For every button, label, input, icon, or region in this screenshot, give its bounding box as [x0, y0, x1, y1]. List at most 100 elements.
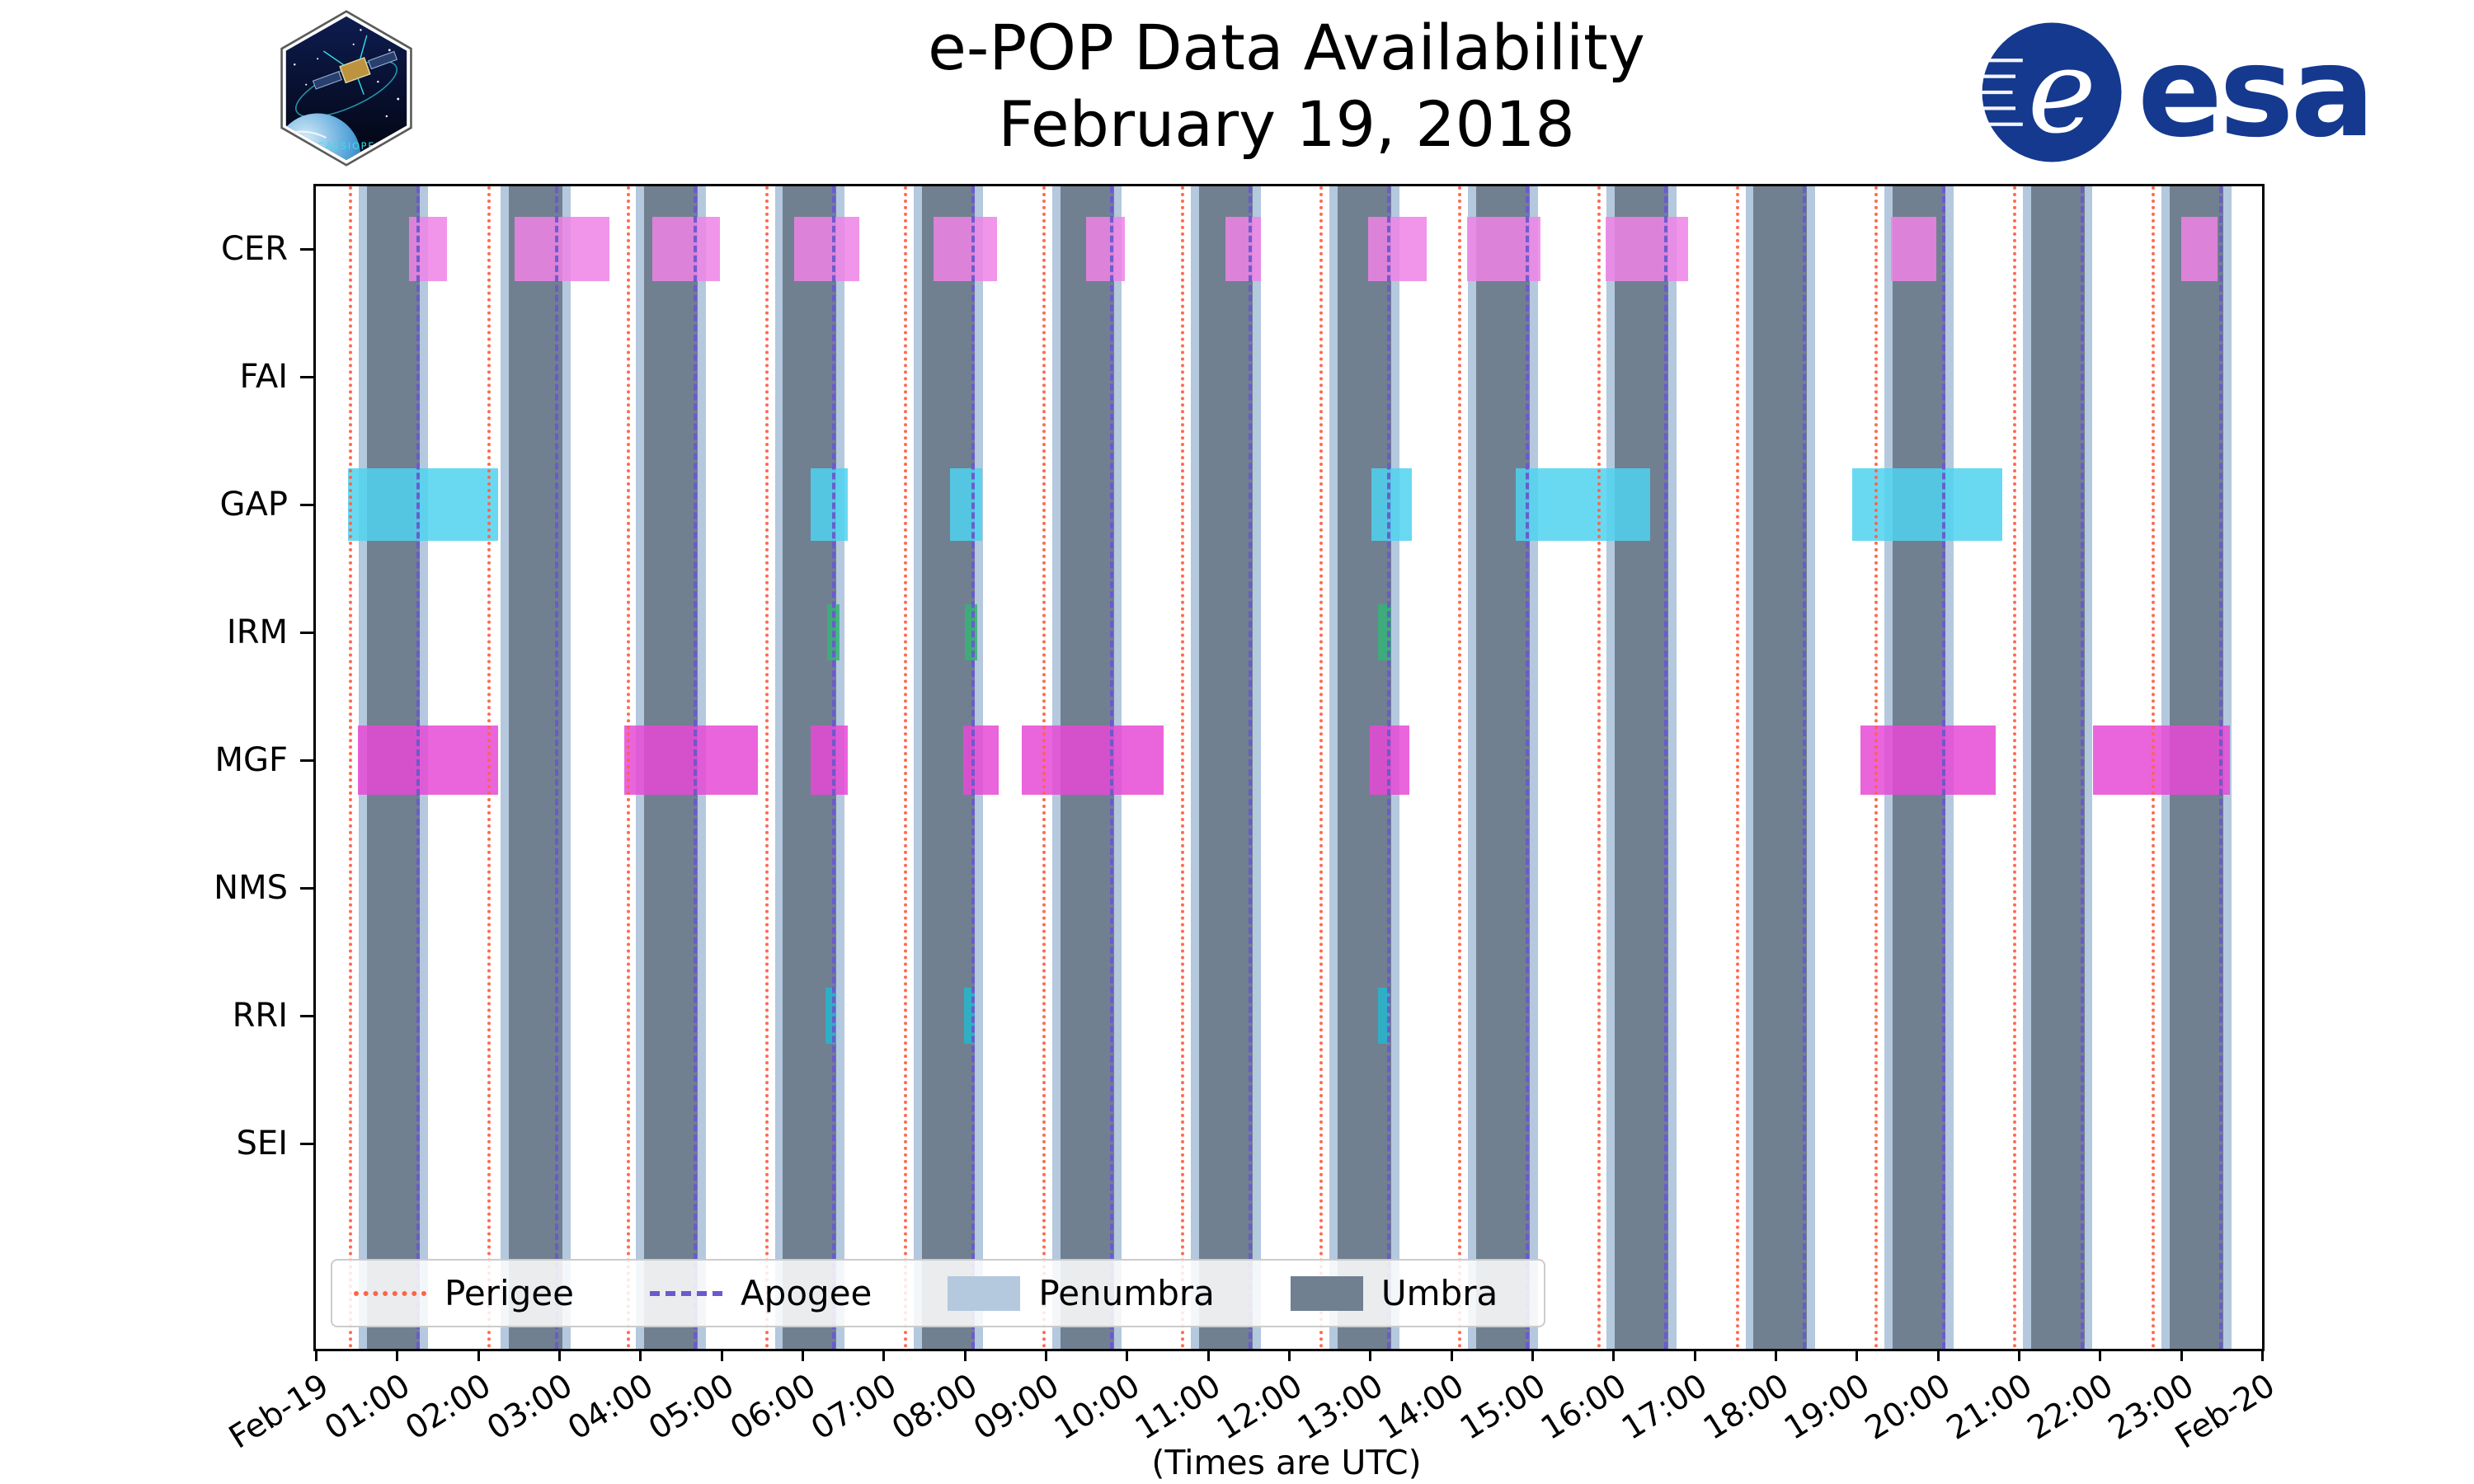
- availability-bar-cer: [1086, 217, 1126, 281]
- apogee-line: [971, 186, 975, 1349]
- x-tick-label-text: 19:00: [1778, 1367, 1877, 1448]
- perigee-line: [1181, 186, 1185, 1349]
- x-tick: [1612, 1349, 1616, 1361]
- y-tick-label: RRI: [232, 997, 288, 1035]
- x-tick-label-text: 08:00: [886, 1367, 985, 1448]
- x-axis-title: (Times are UTC): [1151, 1443, 1422, 1482]
- y-tick-label: MGF: [214, 741, 288, 779]
- svg-text:e: e: [2028, 25, 2096, 160]
- apogee-line: [1248, 186, 1252, 1349]
- y-tick-label: SEI: [236, 1125, 288, 1162]
- availability-bar-cer: [652, 217, 720, 281]
- x-tick-label-text: 22:00: [2021, 1367, 2120, 1448]
- legend-item-penumbra: Penumbra: [948, 1273, 1215, 1313]
- x-tick: [882, 1349, 886, 1361]
- umbra-band: [509, 186, 562, 1349]
- x-tick-label-text: 21:00: [1940, 1367, 2039, 1448]
- perigee-line: [1319, 186, 1324, 1349]
- x-tick-label-text: 15:00: [1453, 1367, 1552, 1448]
- x-tick-label-text: 06:00: [723, 1367, 822, 1448]
- availability-bar-gap: [949, 468, 983, 541]
- x-tick-label-text: 17:00: [1616, 1367, 1714, 1448]
- cassiope-label: CASSIOPE: [317, 140, 375, 152]
- availability-bar-mgf: [1860, 726, 1997, 795]
- umbra-band: [1753, 186, 1808, 1349]
- availability-bar-cer: [1890, 217, 1936, 281]
- availability-bar-cer: [1368, 217, 1427, 281]
- y-tick: [300, 376, 313, 378]
- availability-bar-gap: [810, 468, 849, 541]
- legend-label: Umbra: [1380, 1273, 1498, 1313]
- availability-bar-cer: [794, 217, 859, 281]
- x-tick-label-text: 18:00: [1696, 1367, 1795, 1448]
- availability-bar-cer: [1467, 217, 1540, 281]
- perigee-line: [1735, 186, 1739, 1349]
- apogee-line: [694, 186, 698, 1349]
- availability-bar-mgf: [810, 726, 849, 795]
- perigee-line: [2013, 186, 2017, 1349]
- perigee-line: [349, 186, 353, 1349]
- x-tick-label-text: 05:00: [642, 1367, 741, 1448]
- x-tick-label-text: 07:00: [805, 1367, 904, 1448]
- perigee-line: [1874, 186, 1878, 1349]
- x-tick: [2018, 1349, 2020, 1361]
- umbra-band: [2030, 186, 2085, 1349]
- x-tick-label-text: 02:00: [399, 1367, 498, 1448]
- legend-item-umbra: Umbra: [1290, 1273, 1498, 1313]
- availability-bar-cer: [514, 217, 609, 281]
- cassiope-logo: CASSIOPE: [280, 10, 412, 167]
- x-tick-label-text: 09:00: [967, 1367, 1065, 1448]
- x-tick-label-text: 20:00: [1859, 1367, 1958, 1448]
- esa-logo: e esa: [1979, 20, 2375, 165]
- x-tick-label-text: 04:00: [562, 1367, 661, 1448]
- x-tick: [639, 1349, 642, 1361]
- x-tick: [1775, 1349, 1777, 1361]
- x-tick-label-text: 10:00: [1048, 1367, 1147, 1448]
- perigee-swatch: [354, 1290, 426, 1296]
- apogee-line: [1526, 186, 1530, 1349]
- esa-globe-icon: e: [1982, 22, 2122, 162]
- availability-bar-mgf: [358, 726, 499, 795]
- availability-bar-mgf: [623, 726, 758, 795]
- y-tick: [300, 248, 313, 251]
- x-tick-label-text: 12:00: [1210, 1367, 1309, 1448]
- x-tick: [1693, 1349, 1696, 1361]
- x-tick: [1126, 1349, 1129, 1361]
- perigee-line: [487, 186, 492, 1349]
- legend-label: Apogee: [740, 1273, 872, 1313]
- x-tick: [1936, 1349, 1940, 1361]
- perigee-line: [903, 186, 907, 1349]
- penumbra-swatch: [948, 1275, 1021, 1311]
- y-tick-label: CER: [221, 230, 288, 268]
- y-tick-label: GAP: [219, 486, 288, 524]
- x-tick: [963, 1349, 967, 1361]
- legend-item-apogee: Apogee: [649, 1273, 872, 1313]
- y-tick: [300, 759, 313, 762]
- apogee-line: [2218, 186, 2222, 1349]
- apogee-line: [555, 186, 559, 1349]
- x-tick-label-text: 03:00: [480, 1367, 579, 1448]
- x-tick: [2261, 1349, 2264, 1361]
- x-tick: [2180, 1349, 2183, 1361]
- y-tick: [300, 1143, 313, 1145]
- availability-bar-mgf: [2093, 726, 2230, 795]
- availability-bar-cer: [1605, 217, 1688, 281]
- availability-bar-cer: [409, 217, 448, 281]
- availability-bar-cer: [2180, 217, 2218, 281]
- x-tick: [802, 1349, 804, 1361]
- apogee-line: [416, 186, 420, 1349]
- apogee-line: [1941, 186, 1945, 1349]
- legend-item-perigee: Perigee: [354, 1273, 574, 1313]
- umbra-band: [1198, 186, 1253, 1349]
- chart-title: e-POP Data Availability: [928, 11, 1645, 84]
- legend-label: Penumbra: [1038, 1273, 1215, 1313]
- y-tick-label: FAI: [239, 358, 289, 396]
- perigee-line: [1042, 186, 1047, 1349]
- y-tick: [300, 632, 313, 634]
- satellite-icon: [312, 35, 398, 95]
- apogee-line: [2080, 186, 2084, 1349]
- perigee-line: [626, 186, 630, 1349]
- legend-label: Perigee: [444, 1273, 574, 1313]
- apogee-swatch: [649, 1290, 722, 1296]
